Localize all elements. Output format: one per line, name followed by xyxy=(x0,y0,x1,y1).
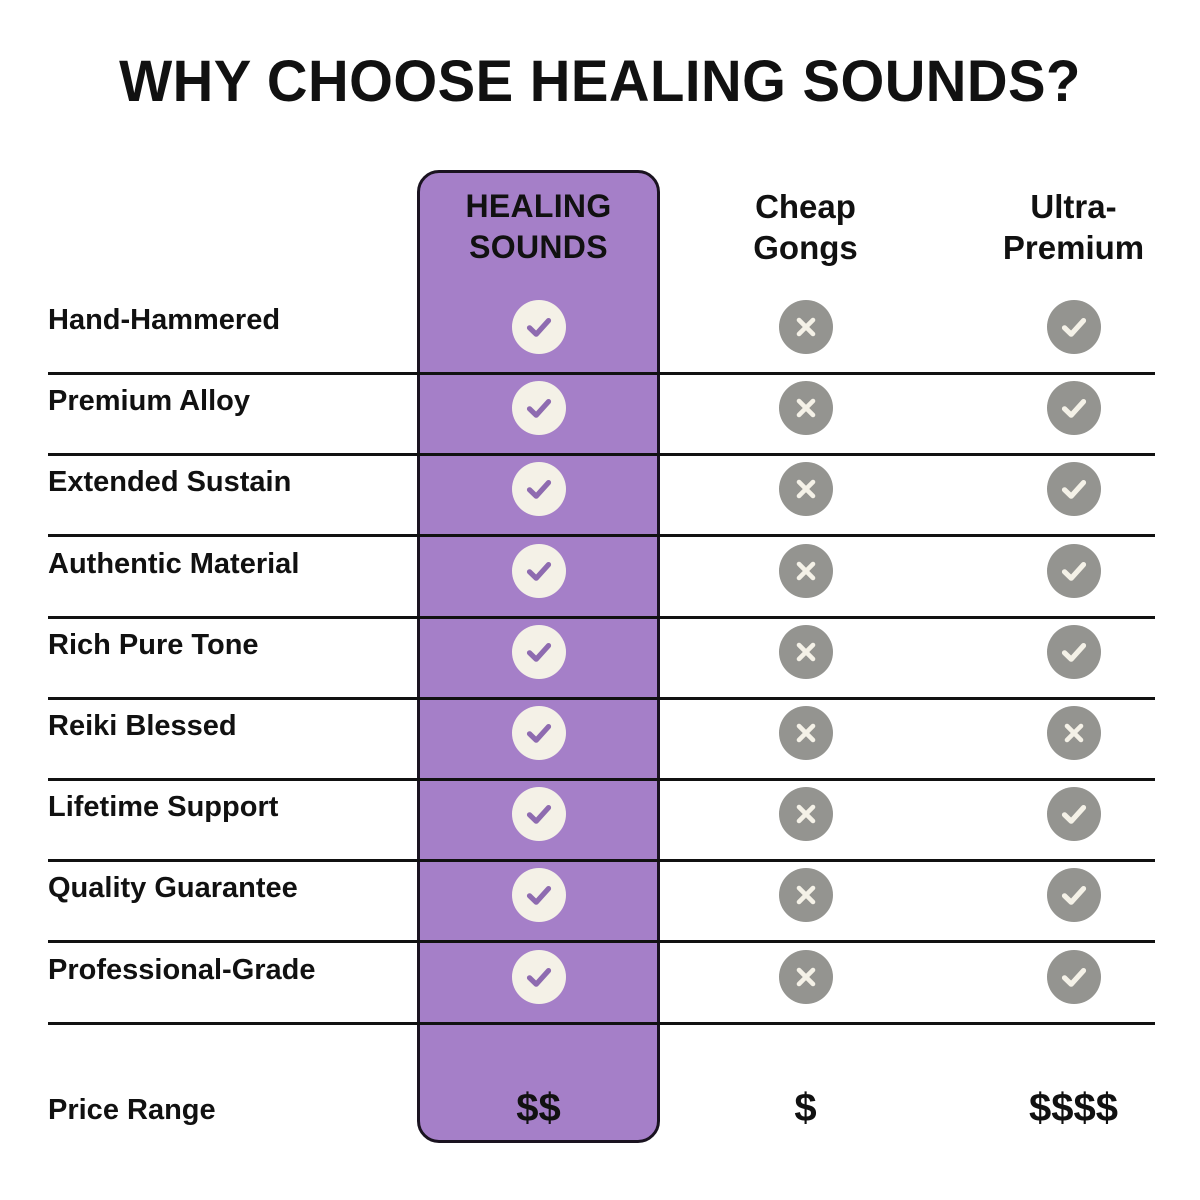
row-label: Extended Sustain xyxy=(48,466,292,499)
row-label: Rich Pure Tone xyxy=(48,628,259,661)
row-label: Lifetime Support xyxy=(48,791,279,824)
row-divider xyxy=(48,372,1155,375)
check-circle-icon xyxy=(511,300,566,354)
check-circle-icon xyxy=(511,543,566,598)
check-circle-icon xyxy=(1046,949,1101,1004)
row-label: Authentic Material xyxy=(48,547,300,580)
column-header-cheap-gongs: Cheap Gongs xyxy=(684,186,927,268)
check-circle-icon xyxy=(511,462,566,517)
row-label: Reiki Blessed xyxy=(48,710,237,742)
column-header-ultra-premium-line2: Premium xyxy=(1002,229,1145,266)
row-divider xyxy=(48,859,1155,863)
row-divider xyxy=(48,453,1155,457)
check-circle-icon xyxy=(1046,868,1101,923)
row-divider xyxy=(48,615,1155,619)
check-circle-icon xyxy=(511,949,566,1004)
check-circle-icon xyxy=(511,868,566,923)
row-label: Quality Guarantee xyxy=(48,872,298,905)
cross-circle-icon xyxy=(778,706,833,760)
row-label: Hand-Hammered xyxy=(48,304,281,336)
column-header-cheap-gongs-line1: Cheap xyxy=(755,188,856,225)
row-divider xyxy=(48,778,1155,781)
page-title: WHY CHOOSE HEALING SOUNDS? xyxy=(119,49,1081,114)
row-divider xyxy=(48,1021,1155,1025)
column-header-cheap-gongs-line2: Gongs xyxy=(753,229,858,266)
check-circle-icon xyxy=(1046,300,1101,354)
price-value: $$$$ xyxy=(1029,1086,1118,1130)
price-value: $$ xyxy=(516,1086,561,1130)
row-divider xyxy=(48,534,1155,538)
check-circle-icon xyxy=(1046,787,1101,842)
row-label-price-range: Price Range xyxy=(48,1094,216,1126)
row-label: Professional-Grade xyxy=(48,953,316,986)
column-header-ultra-premium-line1: Ultra- xyxy=(1030,188,1117,225)
cross-circle-icon xyxy=(778,543,833,598)
cross-circle-icon xyxy=(778,300,833,354)
column-header-healing-sounds: HEALING SOUNDS xyxy=(417,186,660,268)
column-header-healing-sounds-line1: HEALING xyxy=(465,188,612,224)
column-header-ultra-premium: Ultra- Premium xyxy=(952,186,1195,268)
cross-circle-icon xyxy=(1046,706,1101,760)
price-value: $ xyxy=(794,1086,817,1130)
check-circle-icon xyxy=(1046,381,1101,436)
cross-circle-icon xyxy=(778,868,833,923)
check-circle-icon xyxy=(1046,624,1101,679)
check-circle-icon xyxy=(511,706,566,760)
check-circle-icon xyxy=(1046,543,1101,598)
cross-circle-icon xyxy=(778,787,833,842)
check-circle-icon xyxy=(511,787,566,842)
check-circle-icon xyxy=(511,624,566,679)
row-divider xyxy=(48,940,1155,944)
cross-circle-icon xyxy=(778,624,833,679)
check-circle-icon xyxy=(1046,462,1101,517)
row-divider xyxy=(48,696,1155,700)
cross-circle-icon xyxy=(778,949,833,1004)
column-header-healing-sounds-line2: SOUNDS xyxy=(469,229,608,265)
check-circle-icon xyxy=(511,381,566,436)
row-label: Premium Alloy xyxy=(48,385,250,418)
cross-circle-icon xyxy=(778,462,833,517)
cross-circle-icon xyxy=(778,381,833,436)
